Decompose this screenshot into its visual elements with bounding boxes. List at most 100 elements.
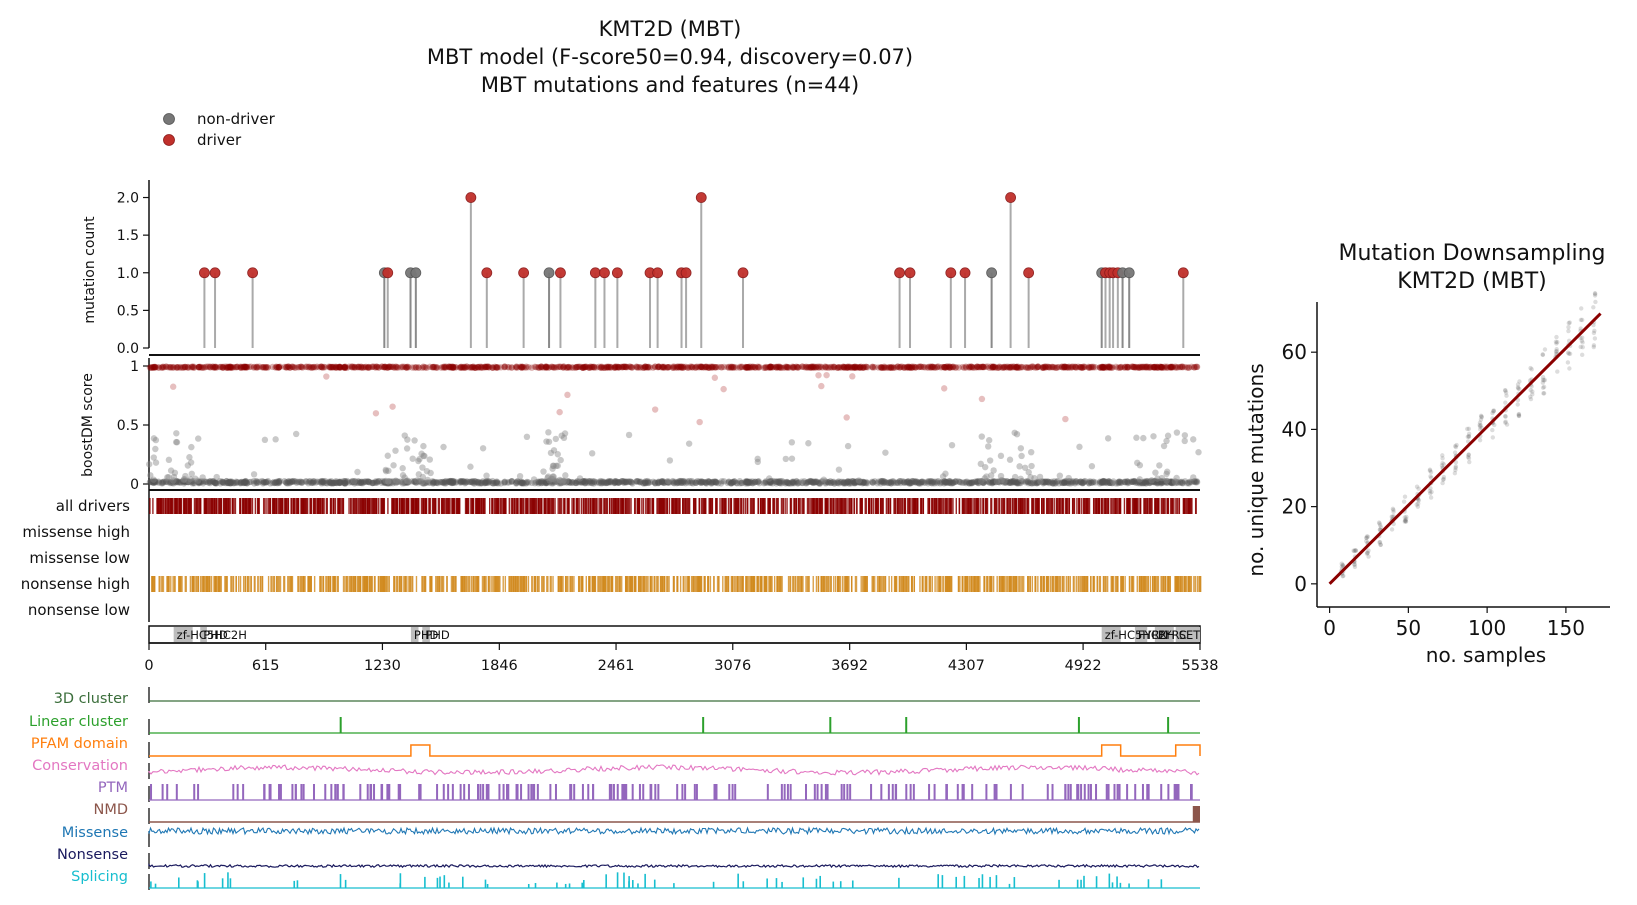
boostdm-low-point <box>896 478 904 485</box>
boostdm-mid-driver-point <box>651 406 659 413</box>
boostdm-high-point <box>944 363 952 371</box>
nonsense-high-tick <box>1067 576 1069 592</box>
nonsense-high-tick <box>238 576 240 592</box>
nonsense-high-tick <box>745 576 747 592</box>
nonsense-high-tick <box>959 576 961 592</box>
boostdm-high-point <box>441 363 448 370</box>
nonsense-high-tick <box>688 576 690 592</box>
boostdm-high-point <box>1002 364 1009 371</box>
boostdm-low-point <box>579 479 587 486</box>
boostdm-low-point <box>1099 479 1107 486</box>
boostdm-low-point <box>1130 477 1138 485</box>
boostdm-high-point <box>598 363 605 371</box>
boostdm-high-point <box>483 363 490 371</box>
boostdm-low-point <box>158 480 165 487</box>
boostdm-mid-driver-point <box>711 374 719 381</box>
boostdm-high-point <box>365 364 372 371</box>
all-drivers-tick <box>475 498 478 514</box>
boostdm-high-point <box>773 363 781 371</box>
all-drivers-tick <box>561 498 563 514</box>
boostdm-high-point <box>386 363 393 371</box>
nonsense-high-tick <box>872 576 875 592</box>
boostdm-low-point <box>851 480 858 487</box>
all-drivers-tick <box>453 498 455 514</box>
boostdm-low-point <box>1085 479 1093 487</box>
all-drivers-tick <box>1047 498 1049 514</box>
all-drivers-tick <box>1115 498 1117 514</box>
boostdm-high-point <box>636 364 644 371</box>
boostdm-high-point <box>822 363 829 370</box>
all-drivers-tick <box>233 498 235 514</box>
boostdm-high-point <box>1060 364 1068 371</box>
boostdm-low-point <box>973 479 981 486</box>
boostdm-mid-driver-point <box>818 382 825 390</box>
boostdm-high-point <box>1096 364 1104 371</box>
boostdm-low-point <box>856 478 864 485</box>
nonsense-high-tick <box>974 576 977 592</box>
boostdm-low-point <box>411 478 419 485</box>
nonsense-high-tick <box>679 576 682 592</box>
all-drivers-tick <box>273 498 276 514</box>
all-drivers-tick <box>1019 498 1021 514</box>
boostdm-high-point <box>1099 364 1107 371</box>
all-drivers-tick <box>504 498 507 514</box>
all-drivers-tick <box>412 498 415 514</box>
boostdm-low-point <box>566 479 574 486</box>
boostdm-low-point <box>1029 479 1037 486</box>
boostdm-mid-point <box>261 436 269 444</box>
boostdm-high-point <box>775 364 782 371</box>
all-drivers-tick <box>1151 498 1153 514</box>
all-drivers-tick <box>809 498 811 514</box>
boostdm-high-point <box>548 363 556 371</box>
all-drivers-tick <box>877 498 879 514</box>
boostdm-low-point <box>728 480 735 487</box>
all-drivers-tick <box>156 498 159 514</box>
boostdm-low-point <box>697 479 705 486</box>
boostdm-high-point <box>966 364 973 371</box>
boostdm-high-point <box>702 363 709 370</box>
all-drivers-tick <box>297 498 300 514</box>
all-drivers-tick <box>471 498 473 514</box>
boostdm-high-point <box>857 363 865 370</box>
all-drivers-tick <box>448 498 450 514</box>
boostdm-high-point <box>419 364 426 371</box>
boostdm-low-point <box>482 479 489 486</box>
boostdm-low-point <box>703 479 710 486</box>
boostdm-high-point <box>170 363 177 371</box>
all-drivers-tick <box>614 498 616 514</box>
boostdm-high-point <box>599 364 607 371</box>
boostdm-high-point <box>962 363 970 370</box>
boostdm-high-point <box>600 364 608 371</box>
boostdm-high-point <box>326 364 334 371</box>
boostdm-low-point <box>1146 478 1154 485</box>
boostdm-low-point <box>241 478 248 486</box>
all-drivers-tick <box>887 498 890 514</box>
all-drivers-tick <box>596 498 598 514</box>
all-drivers-tick <box>608 498 611 514</box>
boostdm-high-point <box>384 364 391 371</box>
nonsense-high-tick <box>172 576 174 592</box>
boostdm-low-point <box>840 478 847 486</box>
all-drivers-tick <box>641 498 643 514</box>
nonsense-high-tick <box>1006 576 1009 592</box>
boostdm-low-point <box>754 478 762 485</box>
boostdm-low-point <box>189 480 196 487</box>
boostdm-high-point <box>697 363 705 371</box>
boostdm-mid-point <box>170 473 178 481</box>
boostdm-high-point <box>227 363 235 371</box>
boostdm-low-point <box>341 478 349 485</box>
boostdm-low-point <box>234 478 241 486</box>
boostdm-low-point <box>1097 479 1104 486</box>
boostdm-high-point <box>401 363 408 370</box>
boostdm-low-point <box>262 478 269 486</box>
boostdm-mid-driver-point <box>941 385 948 392</box>
all-drivers-tick <box>910 498 912 514</box>
boostdm-high-point <box>572 364 579 371</box>
boostdm-high-point <box>513 363 520 370</box>
boostdm-low-point <box>736 480 744 487</box>
boostdm-low-point <box>412 479 420 486</box>
boostdm-low-point <box>384 480 391 487</box>
all-drivers-tick <box>636 498 639 514</box>
boostdm-high-point <box>1009 364 1016 371</box>
boostdm-high-point <box>411 364 418 371</box>
